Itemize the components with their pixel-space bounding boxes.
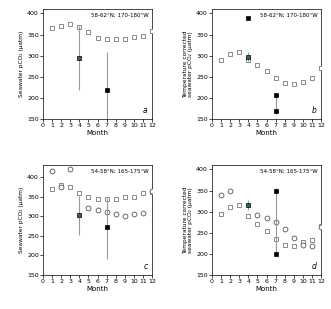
X-axis label: Month: Month: [256, 130, 278, 136]
Text: 54-58°N; 165-175°W: 54-58°N; 165-175°W: [260, 168, 318, 173]
Text: 58-62°N; 170-180°W: 58-62°N; 170-180°W: [260, 13, 318, 18]
X-axis label: Month: Month: [86, 130, 109, 136]
Text: 54-58°N; 165-175°W: 54-58°N; 165-175°W: [91, 168, 149, 173]
Text: 58-62°N; 170-180°W: 58-62°N; 170-180°W: [91, 13, 149, 18]
Text: a: a: [143, 106, 148, 115]
Text: b: b: [312, 106, 317, 115]
X-axis label: Month: Month: [86, 286, 109, 292]
X-axis label: Month: Month: [256, 286, 278, 292]
Y-axis label: Seawater pCO₂ (μatm): Seawater pCO₂ (μatm): [19, 187, 24, 253]
Y-axis label: Seawater pCO₂ (μatm): Seawater pCO₂ (μatm): [19, 31, 24, 97]
Text: d: d: [312, 262, 317, 271]
Y-axis label: Temperature corrected
seawater pCO₂ (μatm): Temperature corrected seawater pCO₂ (μat…: [182, 186, 193, 254]
Y-axis label: Temperature corrected
seawater pCO₂ (μatm): Temperature corrected seawater pCO₂ (μat…: [182, 30, 193, 98]
Text: c: c: [143, 262, 148, 271]
